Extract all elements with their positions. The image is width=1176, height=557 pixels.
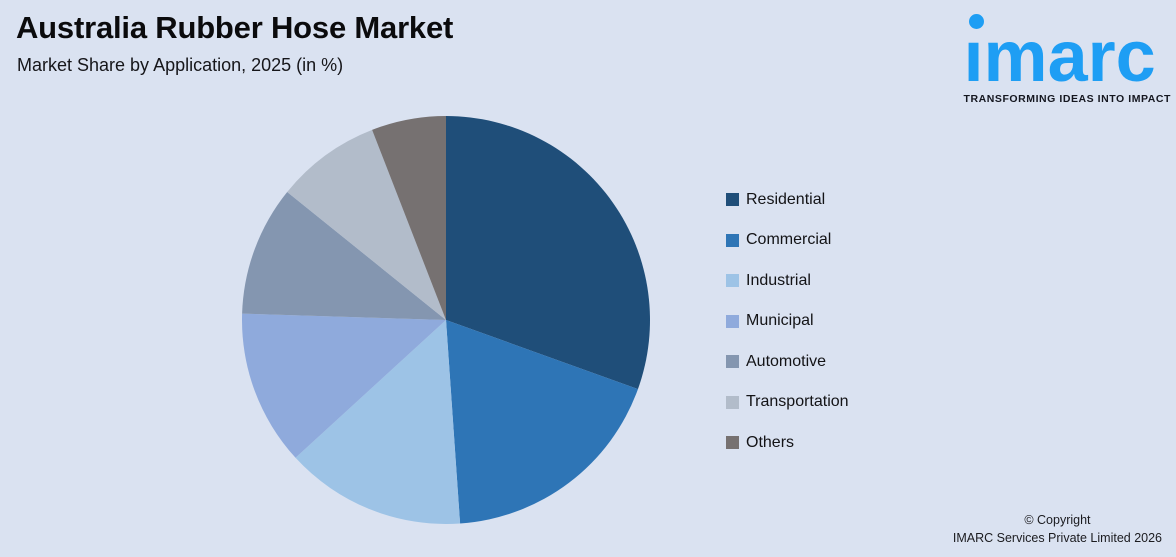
legend-label: Industrial [746,271,811,289]
legend-label: Others [746,433,795,451]
logo-tagline: TRANSFORMING IDEAS INTO IMPACT [963,93,1171,106]
legend-swatch [726,436,739,449]
page-title: Australia Rubber Hose Market [16,10,454,45]
legend-label: Automotive [746,352,827,370]
pie-slice-transportation [287,129,446,320]
legend-item-industrial: Industrial [726,271,849,290]
logo-i-dot-icon [968,14,984,29]
legend-item-automotive: Automotive [726,352,849,371]
copyright: © Copyright IMARC Services Private Limit… [953,511,1162,549]
logo-wordmark: ımarc [964,8,1171,93]
pie-slice-others [372,116,446,320]
page-subtitle: Market Share by Application, 2025 (in %) [17,55,344,75]
pie-slice-automotive [242,191,446,320]
legend-label: Residential [746,190,826,208]
legend-item-transportation: Transportation [726,393,849,412]
legend-swatch [726,233,739,247]
legend-swatch [726,193,739,206]
legend-swatch [726,355,739,368]
copyright-line1: © Copyright [1024,512,1091,527]
legend-label: Municipal [746,312,814,329]
legend-swatch [726,314,739,328]
legend-item-residential: Residential [726,190,849,209]
pie-slice-residential [446,116,650,390]
pie-slice-commercial [446,320,638,524]
logo-wordmark-text: ımarc [963,17,1156,97]
legend-label: Transportation [746,393,849,410]
legend-swatch [726,395,739,409]
pie-slice-municipal [242,313,446,458]
copyright-line2: IMARC Services Private Limited 2026 [952,531,1162,546]
legend-swatch [726,274,739,287]
legend-label: Commercial [746,231,832,248]
legend-item-commercial: Commercial [726,231,849,250]
legend-item-municipal: Municipal [726,312,849,331]
pie-slice-industrial [295,320,461,524]
chart-legend: Residential Commercial Industrial Munici… [726,190,849,474]
legend-item-others: Others [726,433,849,452]
pie-chart [242,116,650,524]
imarc-logo: ımarc TRANSFORMING IDEAS INTO IMPACT [964,8,1171,105]
